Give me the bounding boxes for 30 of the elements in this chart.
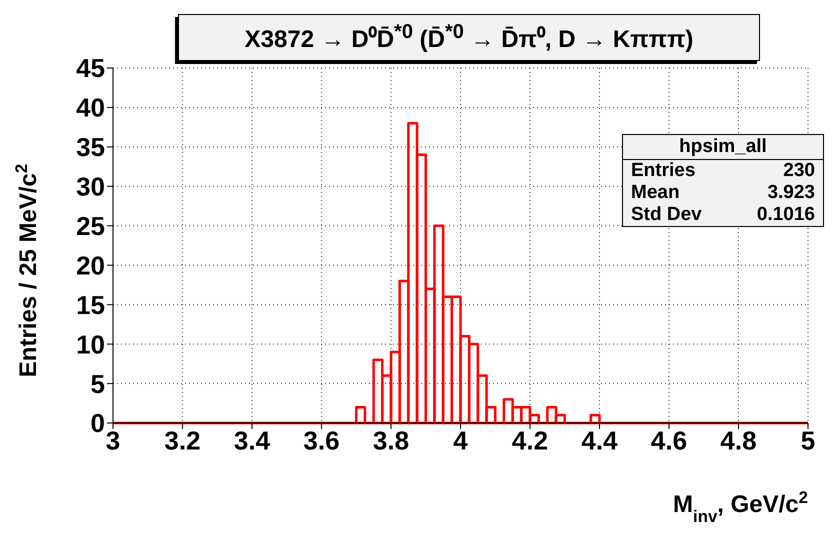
x-tick-label: 3.4 — [234, 425, 271, 456]
x-tick-label: 5 — [800, 425, 816, 456]
y-tick-label: 40 — [76, 92, 105, 123]
chart-title: X3872 → D⁰D̄$^{*0}$ (D̄$^{*0}$ → D̄π⁰, D → Kπππ) — [178, 14, 760, 61]
annotation: 3.923 — [767, 182, 815, 204]
y-tick-label: 5 — [90, 368, 105, 399]
x-tick-label: 3 — [106, 425, 120, 456]
annotation: Std Dev — [631, 204, 702, 226]
x-tick-label: 4.4 — [581, 425, 618, 456]
x-tick-label: 4.6 — [650, 425, 688, 456]
annotation: hpsim_all — [623, 135, 823, 160]
x-tick-label: 3.6 — [303, 425, 340, 456]
annotation: 0.1016 — [756, 204, 815, 226]
annotation: Entries — [631, 160, 696, 182]
y-tick-label: 45 — [76, 53, 105, 84]
y-tick-label: 20 — [76, 250, 105, 280]
y-tick-label: 15 — [76, 290, 105, 320]
y-tick-label: 25 — [76, 211, 105, 242]
y-tick-label: 30 — [76, 172, 105, 202]
y-tick-label: 10 — [76, 329, 105, 360]
x-tick-label: 4.8 — [720, 425, 757, 456]
x-tick-label: 4 — [453, 425, 468, 456]
annotation: Mean — [631, 182, 680, 204]
x-axis-title: M$_{inv}$, GeV/c$^{2}$ — [673, 488, 808, 526]
x-tick-label: 3.2 — [164, 425, 201, 456]
x-tick-label: 3.8 — [372, 425, 410, 456]
y-tick-label: 0 — [90, 408, 105, 438]
x-tick-label: 4.2 — [512, 425, 548, 456]
y-tick-label: 35 — [76, 132, 105, 162]
annotation: 230 — [783, 160, 815, 182]
